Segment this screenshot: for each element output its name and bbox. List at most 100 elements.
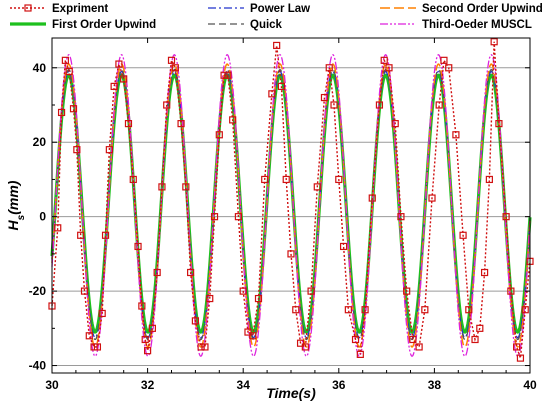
data-point bbox=[224, 71, 232, 79]
legend: Expriment First Order Upwind Power Law Quic… bbox=[10, 3, 543, 31]
data-point bbox=[73, 146, 81, 154]
data-point bbox=[471, 335, 479, 344]
data-point bbox=[375, 101, 384, 109]
data-point bbox=[244, 328, 252, 336]
data-point bbox=[234, 213, 243, 221]
data-point bbox=[65, 67, 73, 76]
data-point bbox=[435, 101, 443, 109]
data-point bbox=[148, 324, 156, 332]
data-point bbox=[187, 268, 195, 277]
data-point bbox=[495, 120, 503, 128]
data-point bbox=[307, 287, 315, 295]
data-point bbox=[335, 175, 343, 184]
data-point bbox=[292, 306, 300, 314]
x-tick-label: 30 bbox=[45, 378, 59, 392]
data-point bbox=[440, 56, 448, 64]
y-axis-title-sub: s bbox=[16, 214, 27, 220]
data-point bbox=[171, 64, 179, 72]
data-point bbox=[239, 287, 247, 295]
data-point bbox=[69, 105, 78, 113]
data-point bbox=[80, 287, 89, 295]
legend-marker bbox=[24, 4, 32, 12]
data-point bbox=[409, 335, 417, 344]
plot-frame bbox=[51, 37, 531, 374]
data-point bbox=[197, 343, 205, 351]
data-point bbox=[115, 60, 123, 68]
data-point bbox=[177, 120, 185, 128]
data-point bbox=[273, 41, 281, 50]
data-point bbox=[320, 93, 329, 102]
data-point bbox=[163, 101, 171, 109]
data-point bbox=[445, 64, 453, 72]
y-axis-title: Hs(mm) bbox=[5, 180, 27, 230]
data-point bbox=[249, 332, 257, 340]
x-tick-label: 32 bbox=[141, 378, 155, 392]
y-axis-title-main: H bbox=[5, 219, 21, 230]
x-tick-label: 38 bbox=[428, 378, 442, 392]
data-point bbox=[380, 56, 388, 64]
data-point bbox=[215, 131, 223, 139]
data-point bbox=[361, 306, 369, 314]
x-tick-label: 36 bbox=[332, 378, 346, 392]
data-point bbox=[507, 287, 515, 295]
data-point bbox=[141, 335, 149, 344]
data-point bbox=[254, 294, 263, 303]
data-point bbox=[153, 268, 161, 277]
legend-label-power-law: Power Law bbox=[250, 3, 310, 15]
data-point bbox=[105, 146, 113, 154]
data-point bbox=[206, 294, 214, 303]
data-point bbox=[521, 306, 529, 314]
data-point bbox=[330, 101, 338, 109]
data-point bbox=[428, 194, 436, 202]
data-point bbox=[261, 175, 269, 184]
legend-label-first-order-upwind: First Order Upwind bbox=[52, 19, 156, 31]
data-point bbox=[465, 306, 473, 314]
data-point bbox=[452, 131, 460, 139]
data-point bbox=[167, 56, 176, 64]
y-axis-title-unit: (mm) bbox=[5, 180, 21, 215]
x-tick-label: 34 bbox=[237, 378, 251, 392]
data-point bbox=[144, 347, 152, 355]
data-point bbox=[201, 343, 209, 351]
data-point bbox=[490, 38, 498, 46]
y-tick-label: 40 bbox=[33, 61, 47, 75]
data-point bbox=[421, 306, 429, 314]
data-point bbox=[516, 354, 525, 362]
data-point bbox=[339, 242, 348, 251]
data-point bbox=[325, 64, 333, 72]
data-point bbox=[368, 194, 376, 202]
data-point bbox=[502, 213, 510, 221]
legend-label-quick: Quick bbox=[250, 19, 283, 31]
legend-label-third-oeder-muscl: Third-Oeder MUSCL bbox=[422, 19, 532, 31]
data-point bbox=[480, 268, 489, 277]
data-point bbox=[459, 231, 467, 239]
data-point bbox=[57, 108, 66, 117]
series-lines bbox=[48, 38, 534, 362]
data-point bbox=[356, 350, 364, 358]
data-point bbox=[351, 335, 360, 344]
data-point bbox=[138, 302, 146, 310]
series-line-third-oeder-muscl bbox=[51, 54, 531, 357]
y-tick-label: 20 bbox=[33, 135, 47, 149]
data-point bbox=[282, 175, 290, 184]
data-point bbox=[210, 213, 219, 221]
y-tick-label: 0 bbox=[39, 210, 46, 224]
data-point bbox=[485, 175, 493, 184]
legend-label-second-order-upwind: Second Order Upwind bbox=[422, 3, 543, 15]
data-point bbox=[93, 343, 102, 351]
data-point bbox=[476, 324, 484, 332]
data-point bbox=[220, 71, 228, 79]
x-tick-label: 40 bbox=[523, 378, 537, 392]
data-point bbox=[229, 116, 237, 124]
data-point bbox=[403, 287, 411, 295]
data-point bbox=[61, 56, 69, 64]
data-point bbox=[85, 332, 93, 340]
x-axis-title: Time(s) bbox=[266, 385, 316, 401]
grid bbox=[52, 67, 530, 367]
data-point bbox=[301, 343, 309, 351]
data-point bbox=[313, 183, 321, 191]
data-point bbox=[277, 82, 286, 90]
data-point bbox=[129, 175, 137, 184]
legend-label-expriment: Expriment bbox=[52, 3, 108, 15]
